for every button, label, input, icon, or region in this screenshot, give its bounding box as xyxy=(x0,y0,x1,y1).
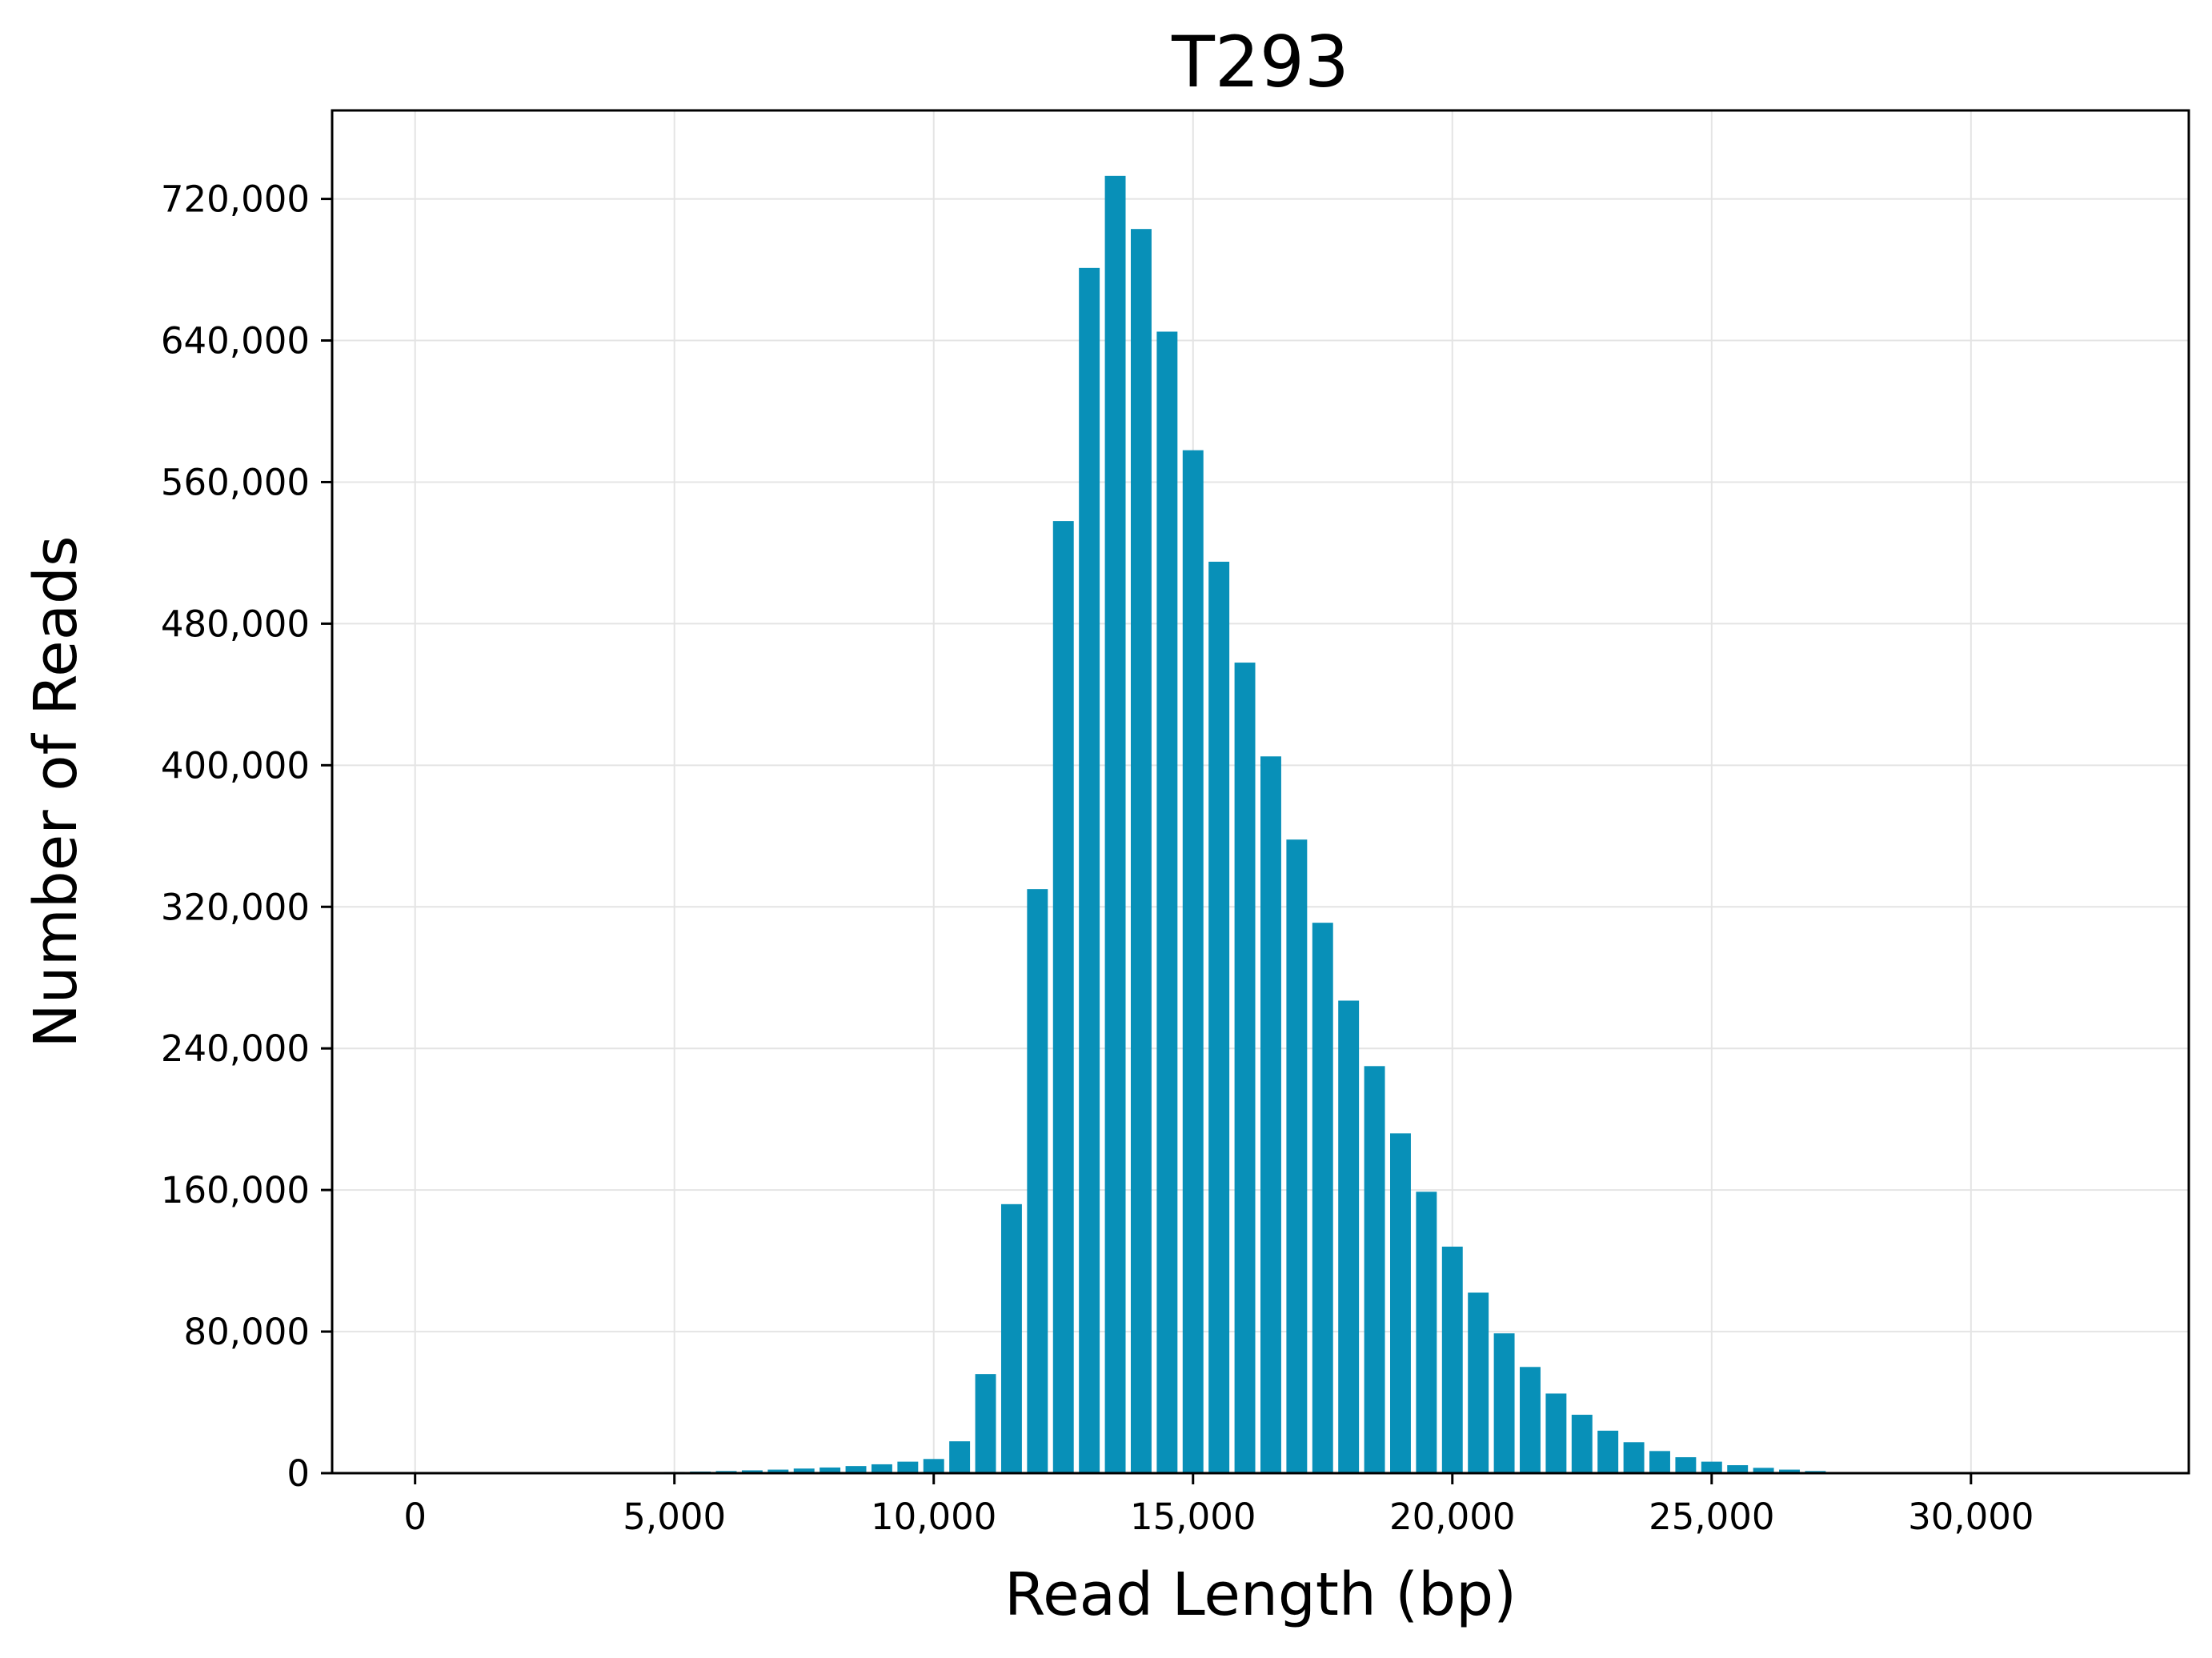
bar xyxy=(1416,1191,1437,1473)
y-tick-label: 320,000 xyxy=(161,886,310,928)
bar xyxy=(1312,923,1333,1473)
bar xyxy=(1727,1465,1749,1473)
y-tick-label: 240,000 xyxy=(161,1027,310,1070)
bar xyxy=(949,1441,971,1473)
bar xyxy=(1623,1442,1645,1473)
x-tick-label: 5,000 xyxy=(623,1496,726,1538)
bar xyxy=(1520,1367,1541,1473)
bar xyxy=(1390,1133,1411,1473)
bar xyxy=(871,1464,892,1473)
bar xyxy=(1000,1203,1022,1473)
y-tick-label: 640,000 xyxy=(161,320,310,362)
x-tick-label: 15,000 xyxy=(1130,1496,1256,1538)
bar xyxy=(1493,1333,1515,1473)
bar xyxy=(793,1468,815,1473)
bar xyxy=(1338,1000,1360,1473)
bar xyxy=(1364,1066,1385,1473)
bar xyxy=(1597,1430,1619,1473)
bar xyxy=(1104,175,1126,1473)
x-tick-label: 10,000 xyxy=(871,1496,996,1538)
y-tick-label: 80,000 xyxy=(184,1311,310,1353)
bar xyxy=(1701,1461,1722,1473)
x-tick-label: 25,000 xyxy=(1649,1496,1774,1538)
bar xyxy=(1571,1415,1593,1473)
bar xyxy=(923,1459,944,1473)
bar xyxy=(1260,756,1281,1473)
bar xyxy=(1234,663,1256,1473)
y-tick-label: 720,000 xyxy=(161,178,310,221)
y-axis: 0 80,000 160,000 240,000 320,000 400,000 480,0… xyxy=(161,178,332,1495)
x-tick-label: 0 xyxy=(403,1496,427,1538)
bar xyxy=(1753,1468,1774,1473)
bar xyxy=(975,1374,996,1473)
bar xyxy=(1079,267,1100,1473)
bar xyxy=(845,1466,867,1473)
bar xyxy=(897,1461,919,1473)
bar xyxy=(1649,1451,1670,1473)
y-tick-label: 160,000 xyxy=(161,1169,310,1211)
bar xyxy=(767,1469,789,1473)
y-tick-label: 480,000 xyxy=(161,603,310,645)
x-axis-label: Read Length (bp) xyxy=(1004,1560,1517,1629)
y-tick-label: 400,000 xyxy=(161,744,310,787)
bar xyxy=(1027,889,1048,1473)
bar xyxy=(819,1467,841,1473)
bar xyxy=(1545,1393,1567,1473)
bar xyxy=(1156,331,1178,1473)
bar xyxy=(1441,1246,1463,1473)
bar xyxy=(1286,839,1308,1473)
bars xyxy=(638,175,1826,1474)
plot-frame xyxy=(331,109,2190,1475)
bar xyxy=(1182,450,1204,1473)
chart-title: T293 xyxy=(1171,21,1349,103)
y-axis-label: Number of Reads xyxy=(22,535,90,1047)
bar xyxy=(1130,229,1152,1473)
x-tick-label: 30,000 xyxy=(1908,1496,2034,1538)
y-tick-label: 0 xyxy=(287,1452,310,1495)
x-axis: 0 5,000 10,000 15,000 20,000 25,000 30,000 xyxy=(403,1473,2034,1538)
x-tick-label: 20,000 xyxy=(1389,1496,1515,1538)
y-tick-label: 560,000 xyxy=(161,461,310,503)
bar xyxy=(1052,521,1074,1473)
bar xyxy=(1779,1469,1800,1473)
bar xyxy=(1468,1292,1489,1473)
bar xyxy=(1675,1457,1697,1473)
bar xyxy=(1208,561,1230,1474)
bar xyxy=(741,1470,763,1473)
